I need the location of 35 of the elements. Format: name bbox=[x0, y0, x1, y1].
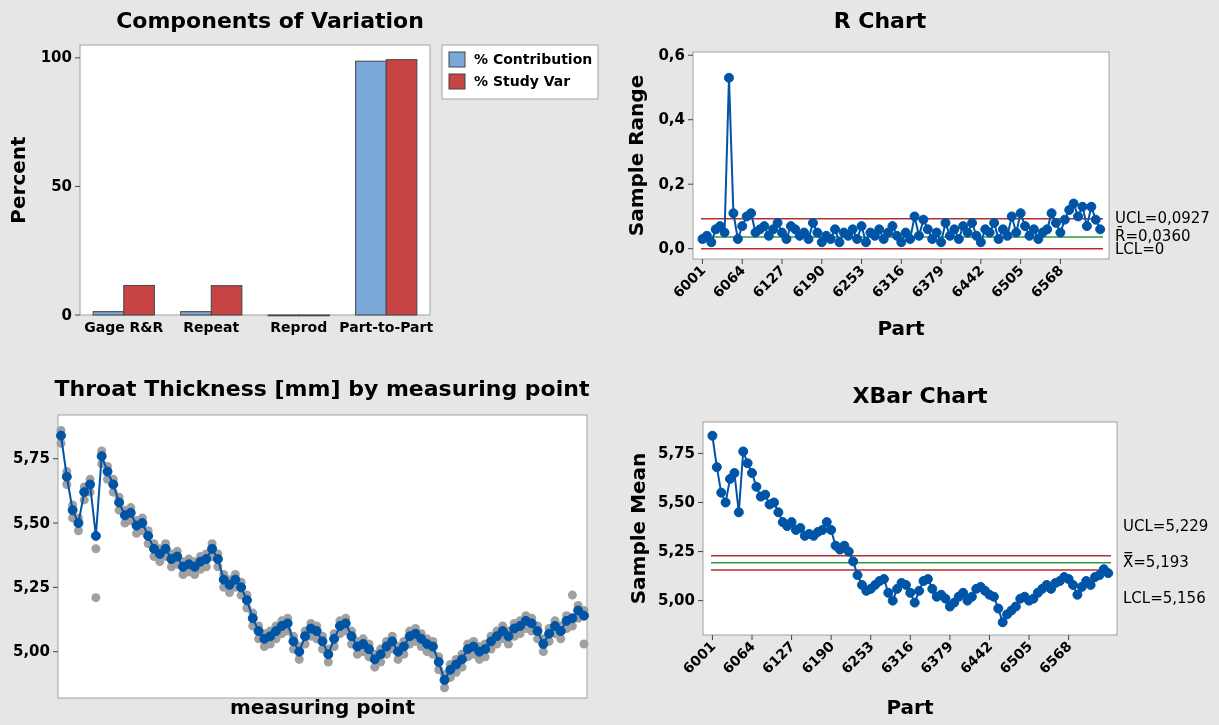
ref-line-label: X̿=5,193 bbox=[1123, 551, 1189, 572]
y-tick-label: 5,50 bbox=[12, 513, 50, 532]
y-tick-label: 0,6 bbox=[658, 45, 685, 64]
chart-title: XBar Chart bbox=[852, 383, 989, 408]
chart-title: Components of Variation bbox=[116, 8, 424, 33]
chart-title: Throat Thickness [mm] by measuring point bbox=[54, 376, 590, 401]
chart-title: R Chart bbox=[833, 8, 927, 33]
ref-line-label: LCL=5,156 bbox=[1123, 589, 1206, 608]
y-tick-label: 100 bbox=[40, 48, 72, 67]
x-tick-label: Reprod bbox=[270, 319, 328, 335]
y-axis-title: Sample Mean bbox=[626, 452, 650, 605]
y-tick-label: 5,50 bbox=[657, 492, 695, 511]
y-tick-label: 5,75 bbox=[12, 449, 50, 468]
y-axis-title: Sample Range bbox=[624, 74, 648, 237]
y-tick-label: 5,00 bbox=[657, 591, 695, 610]
y-axis-title: Percent bbox=[6, 135, 30, 224]
y-tick-label: 0,0 bbox=[658, 239, 685, 258]
x-tick-label: Gage R&R bbox=[84, 319, 164, 335]
y-tick-label: 5,00 bbox=[12, 642, 50, 661]
y-tick-label: 0,4 bbox=[658, 110, 685, 129]
ref-line-label: UCL=0,0927 bbox=[1115, 208, 1210, 227]
x-axis-title: Part bbox=[877, 316, 925, 340]
y-tick-label: 0 bbox=[61, 305, 72, 324]
x-axis-title: Part bbox=[886, 695, 934, 719]
y-tick-label: 50 bbox=[51, 176, 72, 195]
y-tick-label: 5,25 bbox=[12, 577, 50, 596]
x-axis-title: measuring point bbox=[230, 695, 416, 719]
ref-line-label: UCL=5,229 bbox=[1123, 517, 1209, 536]
y-tick-label: 5,25 bbox=[657, 542, 695, 561]
legend-label: % Study Var bbox=[474, 73, 571, 89]
y-tick-label: 0,2 bbox=[658, 174, 685, 193]
x-tick-label: Part-to-Part bbox=[339, 319, 434, 335]
x-tick-label: Repeat bbox=[183, 319, 240, 335]
y-tick-label: 5,75 bbox=[657, 443, 695, 462]
legend-label: % Contribution bbox=[474, 51, 593, 67]
